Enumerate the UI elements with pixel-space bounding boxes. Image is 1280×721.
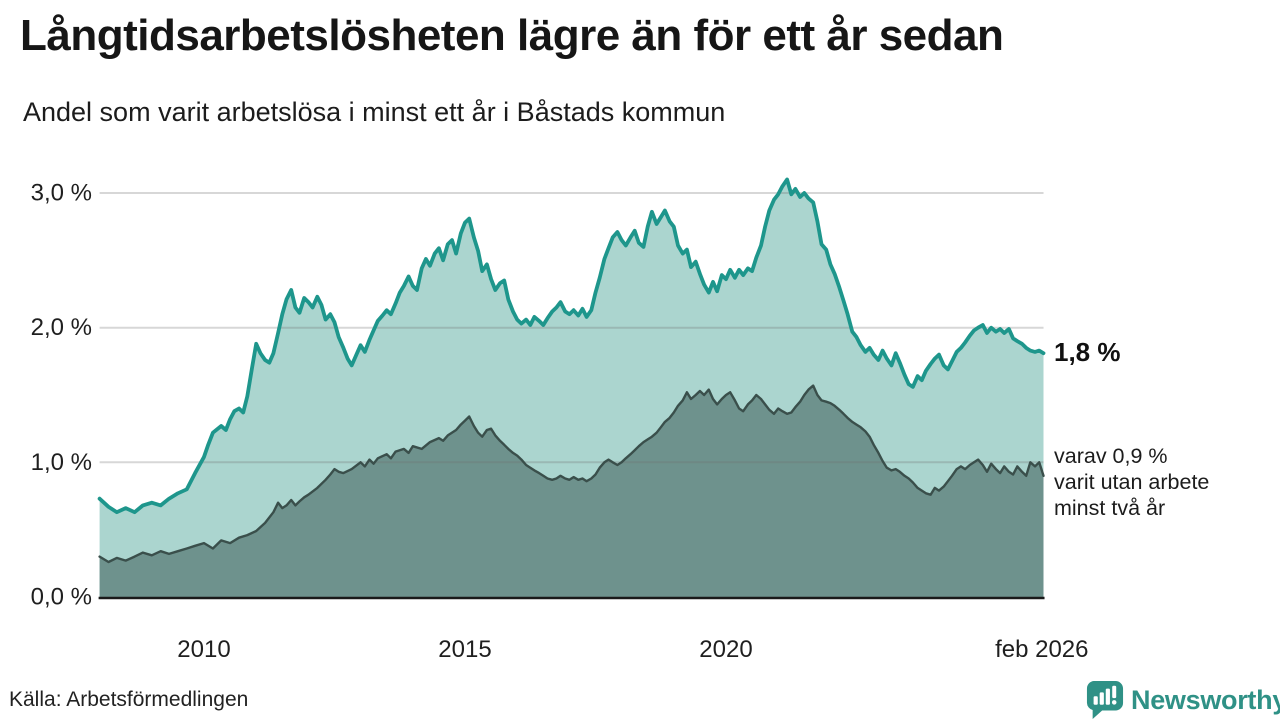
line-arbetslosa_minst_ett_ar bbox=[97, 177, 1046, 515]
x-tick-label-feb-2026: feb 2026 bbox=[995, 636, 1088, 663]
end-value-label-total: 1,8 % bbox=[1054, 337, 1121, 367]
y-tick-label-0: 0,0 % bbox=[31, 584, 92, 611]
x-tick-label-2010: 2010 bbox=[177, 636, 230, 663]
exclamation-dot bbox=[1111, 700, 1117, 705]
line-utan_arbete_minst_tva_ar bbox=[98, 384, 1045, 564]
y-tick-label-2: 2,0 % bbox=[31, 314, 92, 341]
end-value-label-two-year-line3: minst två år bbox=[1054, 496, 1166, 520]
page-title: Långtidsarbetslösheten lägre än för ett … bbox=[20, 11, 1004, 60]
bar-chart-bar-tall bbox=[1105, 688, 1110, 705]
x-tick-label-2015: 2015 bbox=[438, 636, 491, 663]
bar-chart-bar-short bbox=[1093, 696, 1098, 705]
newsworthy-speech-bubble-bar-chart-icon bbox=[1086, 681, 1124, 719]
end-value-label-two-year-line2: varit utan arbete bbox=[1054, 470, 1210, 494]
page-subtitle: Andel som varit arbetslösa i minst ett å… bbox=[23, 97, 726, 127]
y-tick-label-1: 1,0 % bbox=[31, 449, 92, 476]
x-tick-label-2020: 2020 bbox=[699, 636, 752, 663]
end-value-label-two-year: varav 0,9 % varit utan arbete minst två … bbox=[1054, 443, 1209, 521]
source-label: Källa: Arbetsförmedlingen bbox=[9, 688, 249, 711]
y-tick-label-3: 3,0 % bbox=[31, 179, 92, 206]
end-value-label-two-year-line1: varav 0,9 % bbox=[1054, 444, 1168, 468]
newsworthy-logo-text: Newsworthy bbox=[1131, 684, 1280, 715]
speech-bubble-shape bbox=[1086, 681, 1124, 719]
area-utan_arbete_minst_tva_ar bbox=[99, 385, 1044, 597]
bar-chart-bar-medium bbox=[1099, 692, 1104, 705]
exclamation-bar bbox=[1112, 685, 1117, 699]
newsworthy-logo: Newsworthy bbox=[1086, 679, 1280, 721]
